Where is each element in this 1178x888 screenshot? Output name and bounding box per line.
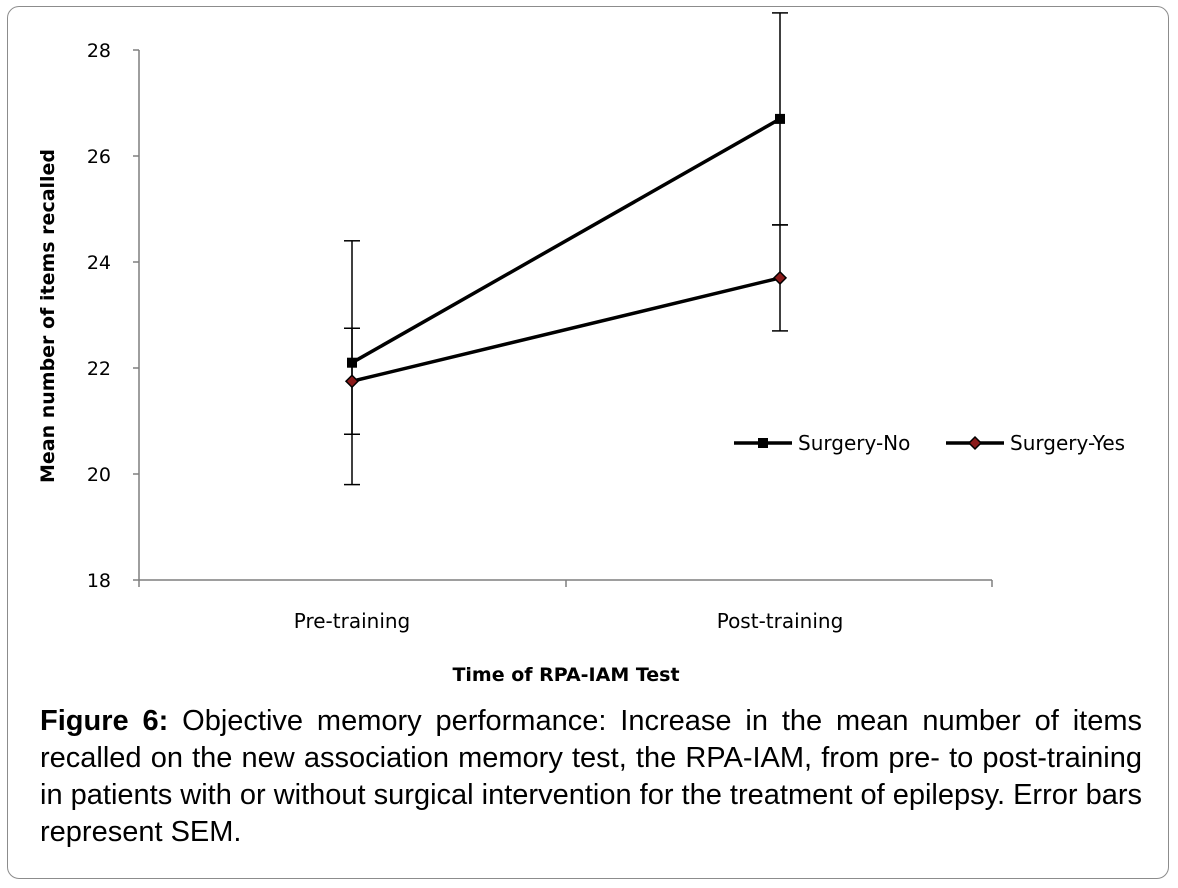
line-chart: 18 20 22 24 26 28 Pre-training Post-training S… (37, 12, 1125, 686)
y-tick-label: 26 (87, 146, 111, 168)
caption-label: Figure 6: (40, 705, 169, 737)
caption-text: Objective memory performance: Increase i… (40, 705, 1142, 848)
y-tick-label: 24 (87, 252, 111, 274)
chart-series (344, 12, 788, 486)
chart-axes (133, 49, 993, 587)
y-axis-title: Mean number of items recalled (37, 149, 59, 483)
y-tick-label: 22 (87, 358, 111, 380)
y-tick-label: 28 (87, 40, 111, 62)
x-category-label: Post-training (717, 609, 844, 633)
chart-legend: Surgery-No Surgery-Yes (734, 431, 1125, 455)
x-category-labels: Pre-training Post-training (294, 609, 844, 633)
x-axis-title: Time of RPA-IAM Test (452, 664, 679, 686)
series-line-surgery-no (351, 117, 781, 365)
data-point-square (775, 113, 785, 124)
series-line-surgery-yes (351, 276, 781, 383)
data-point-diamond (344, 374, 360, 389)
legend-marker-diamond (967, 435, 983, 451)
figure-caption: Figure 6: Objective memory performance: … (40, 703, 1142, 851)
data-point-diamond (772, 270, 788, 285)
legend-marker-square (758, 438, 768, 448)
y-tick-label: 18 (87, 570, 111, 592)
y-tick-label: 20 (87, 464, 111, 486)
legend-label: Surgery-Yes (1010, 431, 1125, 455)
x-category-label: Pre-training (294, 609, 411, 633)
legend-label: Surgery-No (798, 431, 910, 455)
y-tick-labels: 18 20 22 24 26 28 (87, 40, 111, 592)
